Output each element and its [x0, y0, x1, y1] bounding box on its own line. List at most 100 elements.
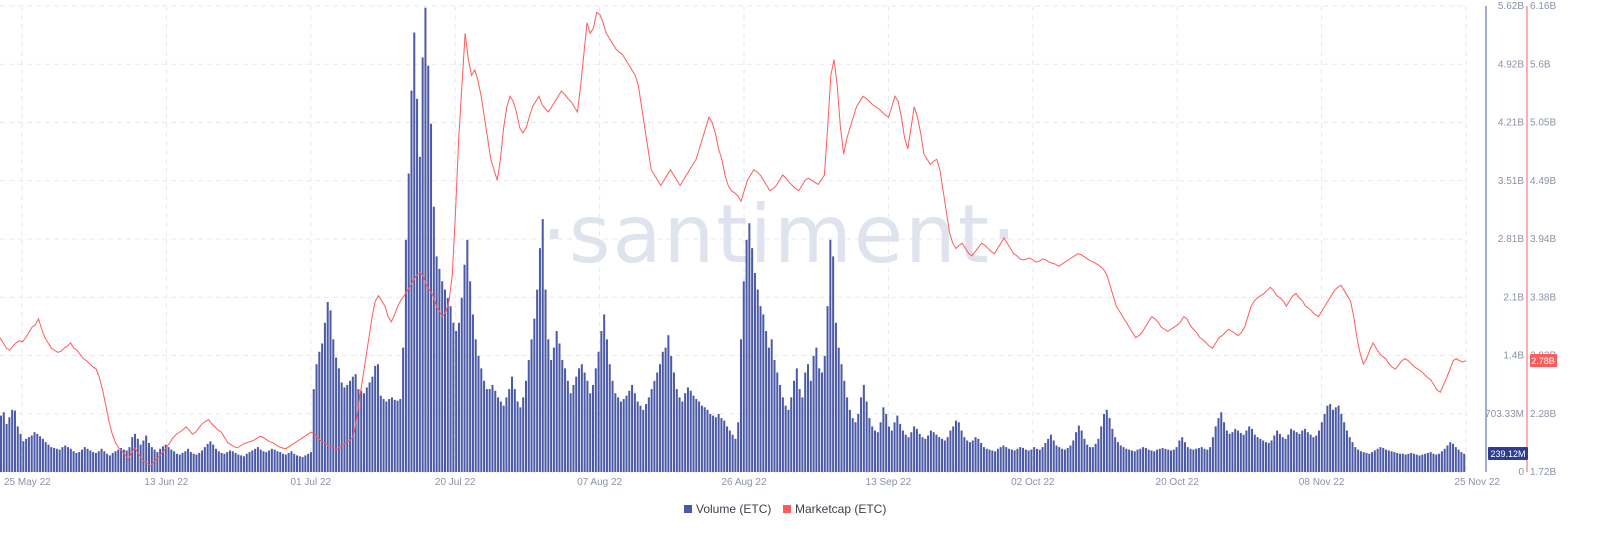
volume-bar [223, 453, 226, 472]
volume-bar [611, 380, 614, 472]
volume-bar [357, 389, 360, 472]
volume-bar [689, 390, 692, 472]
volume-bar [748, 223, 751, 472]
volume-bar [647, 397, 650, 472]
volume-bar [245, 453, 248, 472]
volume-bar [1429, 452, 1432, 472]
volume-bar [770, 339, 773, 472]
volume-bar [1214, 426, 1217, 472]
volume-bar [639, 405, 642, 472]
volume-bar [717, 413, 720, 472]
volume-bar [393, 399, 396, 472]
volume-bar [471, 314, 474, 472]
volume-bar [134, 433, 137, 472]
volume-bar [1170, 450, 1173, 472]
volume-bar [187, 448, 190, 472]
volume-bar [1398, 453, 1401, 472]
volume-bar [672, 372, 675, 472]
volume-bar [586, 380, 589, 472]
volume-bar [910, 432, 913, 472]
volume-bar [276, 451, 279, 472]
volume-bar [1091, 447, 1094, 472]
volume-bar [1122, 447, 1125, 472]
volume-bar [538, 248, 541, 472]
volume-bar [145, 435, 148, 472]
volume-bar [728, 430, 731, 472]
volume-bar [1354, 447, 1357, 472]
volume-bar [351, 376, 354, 472]
volume-bar [977, 438, 980, 472]
volume-bar [494, 390, 497, 472]
volume-bar [656, 372, 659, 472]
legend-swatch-volume [684, 505, 692, 513]
volume-bar [1144, 447, 1147, 472]
volume-bar [787, 409, 790, 472]
volume-bar [94, 452, 97, 472]
volume-bar [619, 401, 622, 472]
marketcap-tick-label: 2.28B [1530, 409, 1556, 420]
volume-bar [323, 322, 326, 472]
volume-bar [396, 400, 399, 472]
volume-bar [1371, 452, 1374, 472]
volume-bar [519, 407, 522, 472]
volume-bar [379, 395, 382, 472]
volume-bar [536, 289, 539, 472]
volume-bar [1167, 449, 1170, 472]
volume-bar [893, 422, 896, 472]
volume-bar [505, 397, 508, 472]
x-tick-label: 26 Aug 22 [721, 477, 766, 488]
volume-bar [209, 441, 212, 472]
volume-bar [1412, 453, 1415, 472]
volume-bar [36, 433, 39, 472]
volume-bar [142, 440, 145, 472]
volume-bar [527, 360, 530, 472]
volume-bar [927, 435, 930, 472]
volume-bar [678, 397, 681, 472]
volume-bar [765, 331, 768, 472]
x-tick-label: 13 Sep 22 [866, 477, 912, 488]
volume-bar [533, 318, 536, 472]
volume-bar [583, 372, 586, 472]
volume-bar [1385, 449, 1388, 472]
volume-bar [282, 453, 285, 472]
volume-bar [857, 413, 860, 472]
volume-bar [932, 432, 935, 472]
x-tick-label: 02 Oct 22 [1011, 477, 1055, 488]
volume-bar [1111, 428, 1114, 472]
volume-bar [686, 387, 689, 472]
legend-item-marketcap[interactable]: Marketcap (ETC) [783, 502, 886, 516]
volume-bar [1100, 426, 1103, 472]
volume-bar [1055, 445, 1058, 472]
volume-bar [1225, 430, 1228, 472]
volume-bar [698, 401, 701, 472]
volume-bar [661, 351, 664, 472]
volume-bar [1030, 449, 1033, 472]
volume-bar [270, 448, 273, 472]
volume-bar [915, 428, 918, 472]
volume-bar [695, 399, 698, 472]
x-axis-ticks: 25 May 22 13 Jun 22 01 Jul 22 20 Jul 22 07 A… [4, 477, 1500, 488]
volume-bar [1256, 437, 1259, 472]
volume-bar [1320, 422, 1323, 472]
volume-bar [418, 156, 421, 472]
volume-bar [1410, 452, 1413, 472]
volume-bar [1376, 448, 1379, 472]
volume-bar [508, 389, 511, 472]
volume-bar [106, 453, 109, 472]
legend-item-volume[interactable]: Volume (ETC) [684, 502, 771, 516]
volume-bar [1301, 430, 1304, 472]
volume-bar [1206, 449, 1209, 472]
volume-bar [650, 389, 653, 472]
volume-bar [1035, 448, 1038, 472]
volume-bar [315, 364, 318, 472]
volume-bar [991, 450, 994, 472]
volume-bar [804, 372, 807, 472]
volume-bar [41, 438, 44, 472]
marketcap-tick-label: 6.16B [1530, 1, 1556, 12]
volume-bar [1125, 448, 1128, 472]
volume-bar [184, 451, 187, 472]
volume-bar [312, 389, 315, 472]
volume-bar [547, 339, 550, 472]
volume-bar [918, 433, 921, 472]
volume-bar [228, 450, 231, 472]
